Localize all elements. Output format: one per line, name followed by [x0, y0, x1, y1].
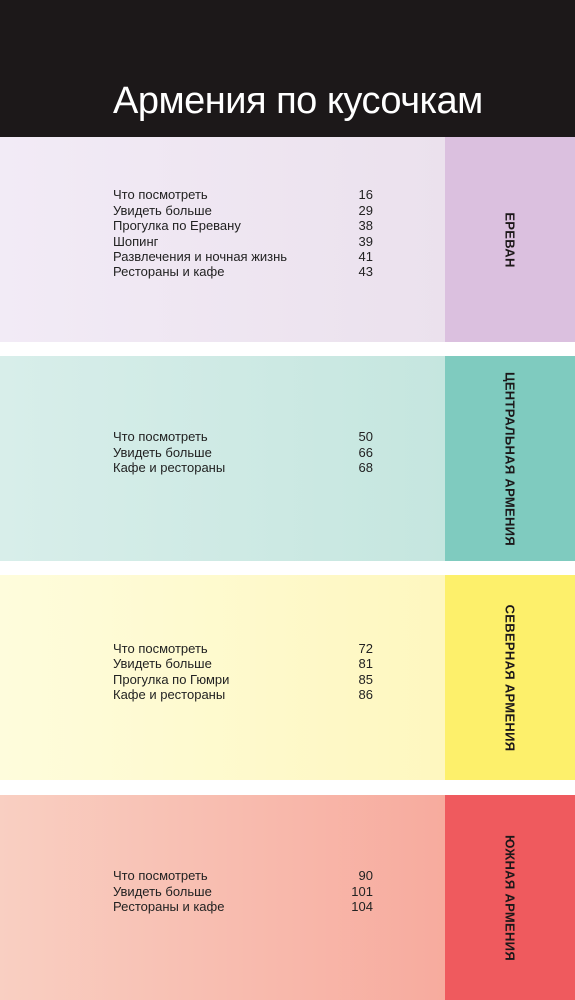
- section-name: ЦЕНТРАЛЬНАЯ АРМЕНИЯ: [502, 371, 518, 546]
- item-label: Что посмотреть: [113, 187, 208, 203]
- contents-row: Рестораны и кафе 43: [0, 264, 445, 279]
- section-name: ЮЖНАЯ АРМЕНИЯ: [502, 834, 518, 961]
- section: Что посмотреть 90 Увидеть больше 101 Рестора…: [0, 795, 575, 1000]
- contents-row: Увидеть больше 66: [0, 445, 445, 460]
- item-label: Увидеть больше: [113, 444, 212, 460]
- page-number: 81: [358, 656, 373, 672]
- contents-row: Что посмотреть 16: [0, 187, 445, 202]
- header: Армения по кусочкам: [0, 0, 575, 137]
- page-number: 43: [358, 264, 373, 280]
- page-number: 101: [351, 883, 373, 899]
- item-label: Увидеть больше: [113, 202, 212, 218]
- item-label: Кафе и рестораны: [113, 460, 226, 476]
- section: Что посмотреть 50 Увидеть больше 66 Кафе и р…: [0, 356, 575, 561]
- page-number: 50: [358, 429, 373, 445]
- section-tab: ЕРЕВАН: [445, 137, 575, 342]
- contents-row: Рестораны и кафе 104: [0, 899, 445, 914]
- item-label: Что посмотреть: [113, 868, 208, 884]
- page-number: 41: [358, 248, 373, 264]
- contents-row: Что посмотреть 50: [0, 429, 445, 444]
- item-label: Рестораны и кафе: [113, 264, 225, 280]
- page-number: 86: [358, 686, 373, 702]
- section-tab: ЮЖНАЯ АРМЕНИЯ: [445, 795, 575, 1000]
- contents-row: Увидеть больше 81: [0, 656, 445, 671]
- page-number: 16: [358, 187, 373, 203]
- contents-row: Что посмотреть 90: [0, 868, 445, 883]
- contents-row: Прогулка по Гюмри 85: [0, 672, 445, 687]
- contents-row: Увидеть больше 29: [0, 203, 445, 218]
- contents-list: Что посмотреть 90 Увидеть больше 101 Рестора…: [0, 795, 445, 1000]
- page-number: 104: [351, 899, 373, 915]
- section: Что посмотреть 72 Увидеть больше 81 Прогулка…: [0, 575, 575, 780]
- contents-list: Что посмотреть 16 Увидеть больше 29 Прогулка…: [0, 137, 445, 342]
- section-name: ЕРЕВАН: [502, 211, 518, 268]
- item-label: Что посмотреть: [113, 429, 208, 445]
- contents-row: Кафе и рестораны 68: [0, 460, 445, 475]
- item-label: Что посмотреть: [113, 640, 208, 656]
- item-label: Прогулка по Еревану: [113, 218, 241, 234]
- contents-list: Что посмотреть 50 Увидеть больше 66 Кафе и р…: [0, 356, 445, 561]
- item-label: Увидеть больше: [113, 883, 212, 899]
- contents-row: Шопинг 39: [0, 234, 445, 249]
- item-label: Прогулка по Гюмри: [113, 671, 230, 687]
- contents-row: Кафе и рестораны 86: [0, 687, 445, 702]
- page-number: 29: [358, 202, 373, 218]
- item-label: Рестораны и кафе: [113, 899, 225, 915]
- section-tab: ЦЕНТРАЛЬНАЯ АРМЕНИЯ: [445, 356, 575, 561]
- contents-row: Прогулка по Еревану 38: [0, 218, 445, 233]
- item-label: Кафе и рестораны: [113, 686, 226, 702]
- page-number: 72: [358, 640, 373, 656]
- item-label: Развлечения и ночная жизнь: [113, 248, 288, 264]
- page-number: 66: [358, 444, 373, 460]
- section-name: СЕВЕРНАЯ АРМЕНИЯ: [502, 604, 518, 751]
- page-number: 39: [358, 233, 373, 249]
- contents-row: Развлечения и ночная жизнь 41: [0, 249, 445, 264]
- contents-list: Что посмотреть 72 Увидеть больше 81 Прогулка…: [0, 575, 445, 780]
- page-number: 38: [358, 218, 373, 234]
- item-label: Увидеть больше: [113, 656, 212, 672]
- page-number: 90: [358, 868, 373, 884]
- page-number: 68: [358, 460, 373, 476]
- section-tab: СЕВЕРНАЯ АРМЕНИЯ: [445, 575, 575, 780]
- section: Что посмотреть 16 Увидеть больше 29 Прогулка…: [0, 137, 575, 342]
- contents-row: Что посмотреть 72: [0, 641, 445, 656]
- item-label: Шопинг: [113, 233, 159, 249]
- page-number: 85: [358, 671, 373, 687]
- title: Армения по кусочкам: [113, 80, 483, 122]
- contents-row: Увидеть больше 101: [0, 884, 445, 899]
